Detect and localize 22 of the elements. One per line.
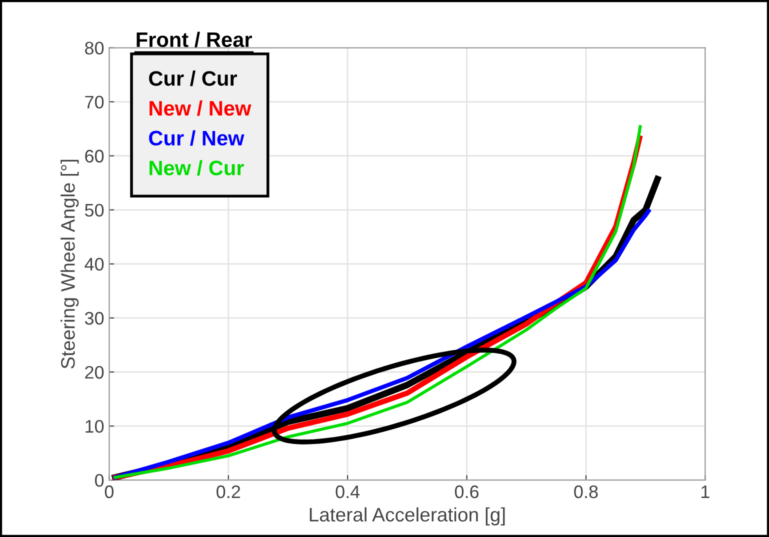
x-tick-label: 0.8 <box>574 485 598 498</box>
x-tick-label: 0 <box>104 485 114 498</box>
y-tick-label: 0 <box>95 474 104 487</box>
x-tick-label: 0.4 <box>336 485 360 498</box>
y-tick-label: 30 <box>84 312 104 325</box>
legend-title: Front / Rear <box>136 32 252 48</box>
text: Cur / New <box>149 130 244 146</box>
x-tick-label: 0.6 <box>454 485 479 498</box>
text: Cur / Cur <box>149 70 238 86</box>
y-tick-label: 10 <box>86 420 104 433</box>
y-tick-label: 50 <box>84 204 104 217</box>
y-tick-label: 20 <box>85 366 104 379</box>
text: New / New <box>150 100 252 116</box>
x-tick-label: 0.2 <box>216 485 240 498</box>
x-axis-title: Lateral Acceleration [g] <box>310 507 505 526</box>
y-tick-label: 70 <box>85 96 104 109</box>
y-tick-label: 40 <box>84 258 104 271</box>
text: New / Cur <box>150 160 244 176</box>
y-tick-label: 80 <box>85 42 104 55</box>
y-tick-label: 60 <box>85 150 104 163</box>
x-tick-label: 1 <box>702 486 710 498</box>
y-axis-title: Steering Wheel Angle [°] <box>60 160 79 369</box>
